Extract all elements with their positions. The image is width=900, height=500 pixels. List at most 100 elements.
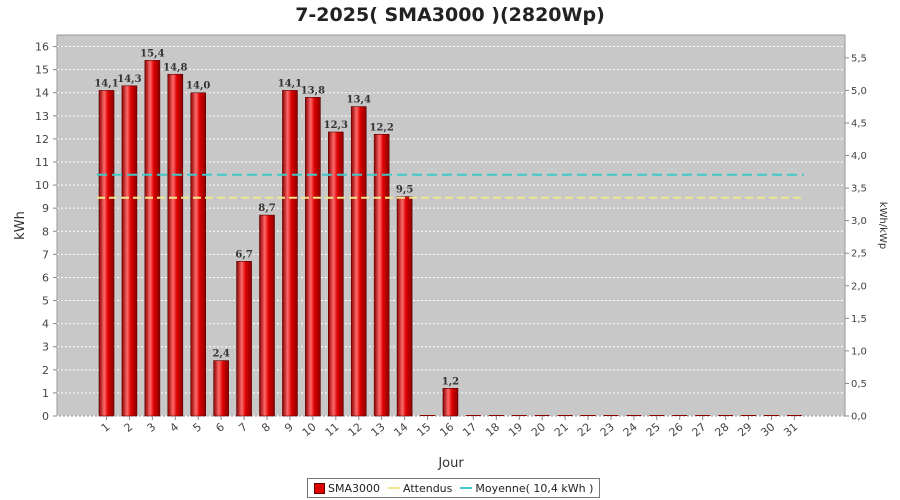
x-tick-label: 20 <box>529 420 548 439</box>
y-axis-label: kWh <box>13 211 28 240</box>
x-tick-label: 24 <box>621 420 640 439</box>
bar-data-label: 2,4 <box>212 349 229 360</box>
legend-label-sma3000: SMA3000 <box>328 481 380 495</box>
bar <box>305 97 321 417</box>
plot-area <box>56 34 846 417</box>
bar-data-label: 14,1 <box>94 78 118 89</box>
legend-label-attendus: Attendus <box>403 481 453 495</box>
y-tick-label: 4 <box>42 318 49 331</box>
y2-tick-label: 4,5 <box>851 118 867 129</box>
legend-label-moyenne: Moyenne( 10,4 kWh ) <box>475 481 594 495</box>
y-tick-label: 13 <box>35 110 49 123</box>
x-tick-label: 28 <box>712 420 731 439</box>
bar <box>396 196 413 417</box>
x-tick-label: 4 <box>167 420 181 434</box>
y-tick-label: 15 <box>35 64 49 77</box>
bar <box>420 415 436 416</box>
bar <box>236 260 252 417</box>
y2-tick-label: 0,5 <box>851 379 867 390</box>
x-tick-label: 9 <box>282 420 296 434</box>
chart-legend: SMA3000 Attendus Moyenne( 10,4 kWh ) <box>307 478 601 498</box>
bar <box>144 60 161 417</box>
y-tick-label: 0 <box>42 410 49 423</box>
y-tick-label: 1 <box>42 387 49 400</box>
y-tick-label: 6 <box>42 271 49 284</box>
bar <box>373 133 390 417</box>
bar <box>213 360 229 417</box>
x-tick-label: 31 <box>781 420 800 439</box>
bar <box>786 415 802 416</box>
bar <box>741 415 757 416</box>
bar-data-label: 9,5 <box>396 185 413 196</box>
x-tick-label: 18 <box>483 420 502 439</box>
x-tick-label: 22 <box>575 420 594 439</box>
bar-data-label: 14,8 <box>163 62 187 73</box>
legend-item-attendus: Attendus <box>388 482 452 495</box>
bar <box>718 415 734 416</box>
x-tick-label: 16 <box>437 420 456 439</box>
y2-tick-label: 3,0 <box>851 216 867 227</box>
y-tick-label: 16 <box>35 41 49 54</box>
bar <box>98 90 115 417</box>
bar <box>282 90 298 417</box>
bar <box>603 415 619 416</box>
y-tick-label: 3 <box>42 341 49 354</box>
y2-tick-label: 1,0 <box>851 346 867 357</box>
x-tick-label: 6 <box>213 420 227 434</box>
x-tick-label: 30 <box>758 420 777 439</box>
y2-tick-label: 0,0 <box>851 412 867 423</box>
bar <box>488 415 504 416</box>
x-tick-label: 21 <box>552 420 571 439</box>
x-tick-label: 17 <box>460 420 479 439</box>
y2-axis-label: kWh/kWp <box>877 202 888 249</box>
bar <box>190 92 207 417</box>
x-tick-label: 3 <box>145 420 159 434</box>
y-tick-label: 11 <box>35 156 49 169</box>
bar <box>695 415 711 416</box>
bar-data-label: 14,1 <box>278 78 302 89</box>
bar <box>442 387 459 417</box>
legend-swatch-attendus <box>388 487 400 489</box>
bar <box>763 415 779 416</box>
y2-tick-label: 2,0 <box>851 281 867 292</box>
legend-item-sma3000: SMA3000 <box>314 482 380 495</box>
y2-tick-label: 5,5 <box>851 53 867 64</box>
legend-swatch-sma3000 <box>314 482 325 494</box>
bar-data-label: 12,2 <box>369 122 393 133</box>
x-tick-label: 19 <box>506 420 525 439</box>
x-tick-label: 1 <box>99 420 113 434</box>
x-tick-label: 13 <box>369 420 388 439</box>
x-tick-label: 5 <box>190 420 204 434</box>
x-tick-label: 10 <box>300 420 319 439</box>
x-tick-label: 8 <box>259 420 273 434</box>
bar <box>511 415 527 416</box>
y2-tick-label: 2,5 <box>851 249 867 260</box>
x-tick-label: 7 <box>236 420 250 434</box>
x-tick-label: 12 <box>346 420 365 439</box>
bar-data-label: 13,4 <box>347 95 371 106</box>
y-tick-label: 12 <box>35 133 49 146</box>
y-tick-label: 7 <box>42 248 49 261</box>
x-axis-label: Jour <box>437 456 464 471</box>
y-tick-label: 14 <box>35 87 49 100</box>
y2-tick-label: 5,0 <box>851 86 867 97</box>
y2-tick-label: 4,0 <box>851 151 867 162</box>
legend-swatch-moyenne <box>460 487 473 489</box>
bar-data-label: 14,0 <box>186 81 210 92</box>
x-tick-label: 23 <box>598 420 617 439</box>
x-tick-label: 26 <box>667 420 686 439</box>
bar <box>350 106 367 417</box>
y-tick-label: 9 <box>42 202 49 215</box>
x-tick-label: 2 <box>122 420 136 434</box>
y-tick-label: 10 <box>35 179 49 192</box>
bar <box>465 415 481 416</box>
bar-data-label: 8,7 <box>258 203 275 214</box>
chart-title: 7-2025( SMA3000 )(2820Wp) <box>295 4 605 26</box>
bar-data-label: 1,2 <box>442 376 459 387</box>
legend-item-moyenne: Moyenne( 10,4 kWh ) <box>460 482 593 495</box>
y-tick-label: 8 <box>42 225 49 238</box>
bar <box>259 214 275 417</box>
x-tick-label: 27 <box>690 420 709 439</box>
